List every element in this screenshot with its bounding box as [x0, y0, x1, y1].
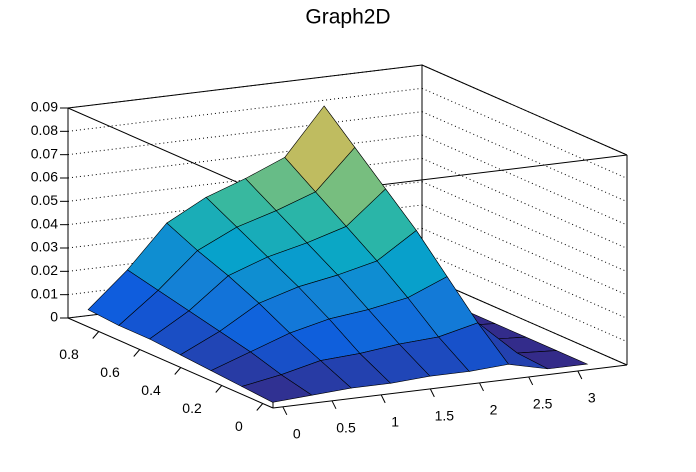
y-tick-label: 0.8	[59, 346, 79, 362]
x-tick	[577, 370, 583, 380]
x-tick	[380, 394, 386, 404]
x-tick-label: 2.5	[533, 396, 553, 412]
x-tick-label: 1.5	[435, 408, 455, 424]
x-tick-label: 0.5	[336, 420, 356, 436]
z-tick-label: 0.08	[31, 122, 58, 138]
x-tick	[528, 376, 534, 386]
z-tick-label: 0.01	[31, 285, 58, 301]
y-tick	[215, 385, 223, 393]
z-tick-label: 0	[50, 309, 58, 325]
surface-cell	[241, 374, 313, 403]
x-tick-label: 0	[293, 426, 301, 442]
y-tick-label: 0.2	[182, 400, 202, 416]
box-edge	[421, 64, 628, 156]
y-axis	[67, 317, 274, 409]
x-tick-label: 1	[391, 414, 399, 430]
z-tick-label: 0.04	[31, 215, 58, 231]
x-tick	[479, 382, 484, 392]
z-tick-label: 0.05	[31, 192, 58, 208]
x-tick	[331, 400, 337, 410]
z-tick-label: 0.06	[31, 169, 58, 185]
x-tick-label: 2	[490, 402, 498, 418]
y-tick	[174, 367, 182, 375]
y-tick-label: 0	[235, 418, 243, 434]
y-tick-label: 0.6	[100, 364, 120, 380]
box-edge	[67, 64, 423, 109]
z-tick-label: 0.09	[31, 99, 58, 115]
z-tick-label: 0.02	[31, 262, 58, 278]
x-tick	[282, 406, 288, 416]
y-tick	[256, 403, 264, 411]
y-tick	[133, 349, 141, 357]
z-tick-label: 0.03	[31, 239, 58, 255]
x-tick	[429, 388, 435, 398]
chart-title: Graph2D	[305, 6, 390, 29]
y-tick	[92, 331, 100, 339]
y-tick-label: 0.4	[141, 382, 161, 398]
z-tick-label: 0.07	[31, 145, 58, 161]
x-tick-label: 3	[588, 390, 596, 406]
